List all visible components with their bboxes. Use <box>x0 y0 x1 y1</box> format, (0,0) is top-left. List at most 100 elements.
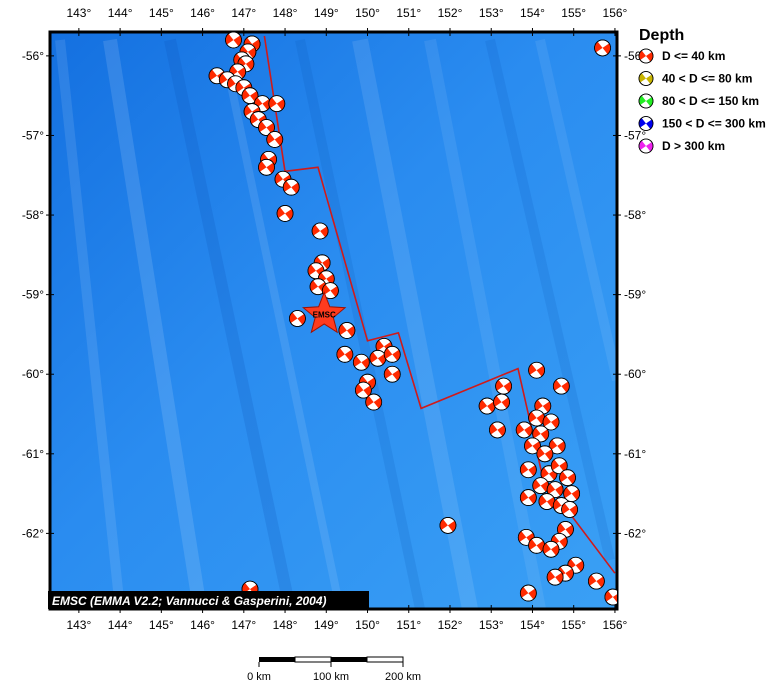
lat-tick-left-2: -58° <box>22 208 44 222</box>
earthquake-focal-mechanism <box>369 349 387 367</box>
lon-tick-top-10: 153° <box>479 6 504 20</box>
earthquake-focal-mechanism <box>594 39 611 57</box>
legend-label-2: 80 < D <= 150 km <box>662 94 759 108</box>
earthquake-focal-mechanism <box>478 397 496 415</box>
lon-tick-top-2: 145° <box>149 6 174 20</box>
earthquake-focal-mechanism <box>536 445 554 463</box>
legend-title: Depth <box>639 27 684 44</box>
scale-label-200: 200 km <box>385 671 421 683</box>
scale-label-0: 0 km <box>247 671 271 683</box>
lat-tick-left-0: -56° <box>22 49 44 63</box>
lat-tick-right-2: -58° <box>624 208 646 222</box>
lat-tick-right-6: -62° <box>624 526 646 540</box>
earthquake-focal-mechanism <box>552 377 570 395</box>
earthquake-focal-mechanism <box>289 310 306 327</box>
lon-tick-top-13: 156° <box>603 6 628 20</box>
longitude-labels-bottom: 143° 144° 145° 146° 147° 148° 149° 150° 151° 152°… <box>66 618 627 632</box>
earthquake-focal-mechanism <box>528 536 545 554</box>
lon-tick-top-1: 144° <box>108 6 133 20</box>
events-layer <box>208 32 617 606</box>
earthquake-focal-mechanism <box>528 409 545 427</box>
earthquake-focal-mechanism <box>241 87 259 105</box>
earthquake-focal-mechanism <box>519 489 537 506</box>
earthquake-focal-mechanism <box>587 572 605 590</box>
earthquake-focal-mechanism <box>532 477 550 495</box>
legend-label-4: D > 300 km <box>662 139 725 153</box>
scale-bar: 0 km 100 km 200 km <box>247 656 421 683</box>
earthquake-focal-mechanism <box>439 517 457 534</box>
latitude-labels-left: -56° -57° -58° -59° -60° -61° -62° <box>22 49 44 541</box>
lon-tick-bottom-1: 144° <box>108 618 133 632</box>
earthquake-focal-mechanism <box>282 178 300 196</box>
scale-label-100: 100 km <box>313 671 349 683</box>
lon-tick-bottom-12: 155° <box>561 618 586 632</box>
credit-box: EMSC (EMMA V2.2; Vannucci & Gasperini, 2… <box>48 591 369 609</box>
bathymetry-texture <box>55 38 617 609</box>
epicenter-label: EMSC <box>313 311 336 320</box>
lat-tick-left-1: -57° <box>22 128 44 142</box>
lon-tick-bottom-9: 152° <box>438 618 463 632</box>
earthquake-focal-mechanism <box>550 457 568 475</box>
lon-tick-top-0: 143° <box>66 6 91 20</box>
map-frame <box>46 28 621 613</box>
lon-tick-bottom-7: 150° <box>355 618 380 632</box>
lat-tick-left-5: -61° <box>22 447 44 461</box>
lon-tick-top-5: 148° <box>273 6 298 20</box>
earthquake-focal-mechanism <box>365 393 383 411</box>
earthquake-focal-mechanism <box>532 425 550 443</box>
earthquake-focal-mechanism <box>258 119 275 136</box>
lat-tick-left-6: -62° <box>22 526 44 540</box>
legend-beachball-icon <box>638 48 654 64</box>
lon-tick-top-6: 149° <box>314 6 339 20</box>
earthquake-focal-mechanism <box>546 481 564 499</box>
lon-tick-top-12: 155° <box>561 6 586 20</box>
epicenter-layer: EMSC <box>301 291 347 334</box>
earthquake-focal-mechanism <box>528 361 545 379</box>
lat-tick-right-4: -60° <box>624 367 646 381</box>
earthquake-focal-mechanism <box>225 32 242 49</box>
longitude-labels-top: 143° 144° 145° 146° 147° 148° 149° 150° 151° 152°… <box>66 6 627 20</box>
earthquake-focal-mechanism <box>268 95 286 113</box>
lon-tick-bottom-8: 151° <box>396 618 421 632</box>
lon-tick-bottom-0: 143° <box>66 618 91 632</box>
earthquake-focal-mechanism <box>383 365 401 383</box>
legend-beachball-icon <box>638 71 654 86</box>
earthquake-focal-mechanism <box>515 421 533 439</box>
earthquake-focal-mechanism <box>276 205 294 222</box>
earthquake-focal-mechanism <box>542 413 560 431</box>
earthquake-focal-mechanism <box>493 393 510 411</box>
earthquake-focal-mechanism <box>519 461 537 479</box>
earthquake-focal-mechanism <box>311 222 329 240</box>
lat-tick-right-1: -57° <box>624 128 646 142</box>
earthquake-focal-mechanism <box>542 540 560 558</box>
earthquake-focal-mechanism <box>519 584 537 602</box>
lon-tick-bottom-11: 154° <box>520 618 545 632</box>
lon-tick-top-3: 146° <box>190 6 215 20</box>
earthquake-focal-mechanism <box>336 345 354 363</box>
lat-tick-left-3: -59° <box>22 288 44 302</box>
earthquake-focal-mechanism <box>548 437 566 455</box>
earthquake-focal-mechanism <box>495 377 513 395</box>
epicenter-star-icon <box>301 291 347 334</box>
lon-tick-bottom-2: 145° <box>149 618 174 632</box>
lon-tick-top-11: 154° <box>520 6 545 20</box>
earthquake-focal-mechanism <box>338 322 356 339</box>
legend-label-0: D <= 40 km <box>662 49 725 63</box>
legend-beachball-icon <box>638 93 654 109</box>
lon-tick-top-7: 150° <box>355 6 380 20</box>
lon-tick-top-8: 151° <box>396 6 421 20</box>
lon-tick-bottom-6: 149° <box>314 618 339 632</box>
earthquake-focal-mechanism <box>546 568 564 586</box>
earthquake-focal-mechanism <box>258 158 275 176</box>
legend-beachball-icon <box>638 116 654 131</box>
lat-tick-left-4: -60° <box>22 367 44 381</box>
credit-text: EMSC (EMMA V2.2; Vannucci & Gasperini, 2… <box>52 594 327 608</box>
lon-tick-top-4: 147° <box>231 6 256 20</box>
legend-label-1: 40 < D <= 80 km <box>662 72 752 86</box>
lon-tick-bottom-10: 153° <box>479 618 504 632</box>
lon-tick-top-9: 152° <box>438 6 463 20</box>
legend-items: D <= 40 km 40 < D <= 80 km 80 < D <= 150 k… <box>638 48 766 154</box>
lat-tick-right-5: -61° <box>624 447 646 461</box>
earthquake-focal-mechanism <box>352 353 370 371</box>
